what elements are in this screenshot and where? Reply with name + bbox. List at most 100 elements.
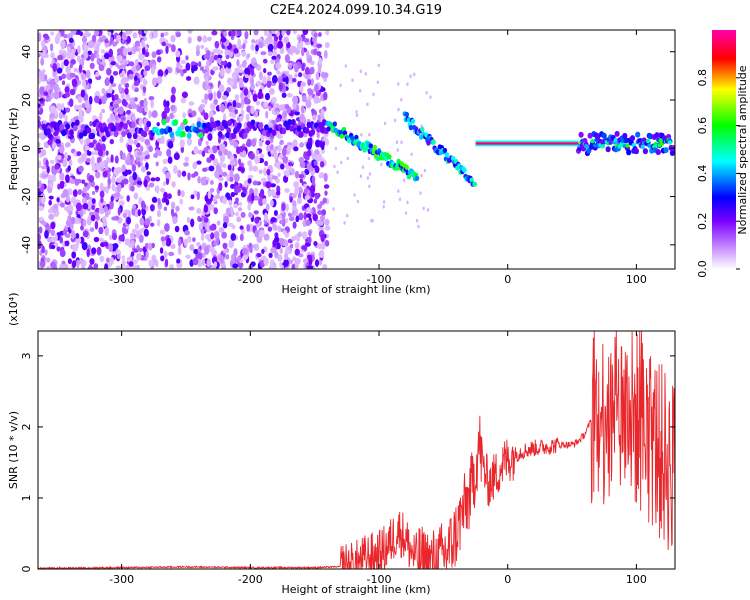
heatmap-cell	[410, 118, 416, 124]
heatmap-cell	[294, 170, 300, 179]
heatmap-cell	[105, 165, 109, 171]
heatmap-cell	[232, 263, 239, 269]
heatmap-cell	[263, 101, 269, 108]
heatmap-cell	[78, 64, 83, 74]
heatmap-cell	[72, 243, 78, 253]
heatmap-cell	[247, 160, 252, 167]
heatmap-cell	[355, 110, 358, 114]
heatmap-cell	[79, 59, 84, 64]
heatmap-cell	[157, 69, 164, 78]
heatmap-cell	[95, 53, 100, 59]
snr-xlabel: Height of straight line (km)	[281, 583, 430, 596]
spectrogram-heatmap	[38, 30, 675, 269]
heatmap-cell	[251, 192, 255, 202]
heatmap-cell	[215, 120, 221, 127]
heatmap-cell	[285, 169, 291, 178]
heatmap-cell	[141, 166, 147, 173]
heatmap-cell	[148, 145, 153, 153]
heatmap-cell	[368, 172, 372, 176]
heatmap-cell	[216, 57, 222, 64]
heatmap-cell	[70, 30, 77, 35]
heatmap-cell	[218, 84, 225, 93]
heatmap-cell	[404, 164, 409, 170]
heatmap-cell	[160, 255, 165, 262]
spectrogram-x-tick-label: -300	[109, 273, 134, 286]
heatmap-cell	[265, 110, 269, 119]
heatmap-cell	[113, 103, 120, 109]
heatmap-cell	[142, 130, 148, 138]
spectrogram-y-tick-label: -20	[20, 188, 33, 206]
heatmap-cell	[315, 71, 320, 81]
heatmap-cell	[450, 155, 456, 162]
heatmap-cell	[642, 148, 649, 155]
heatmap-cell	[74, 119, 80, 126]
heatmap-cell	[258, 41, 264, 49]
heatmap-cell	[268, 87, 275, 95]
heatmap-cell	[41, 195, 45, 205]
heatmap-cell	[171, 181, 176, 188]
heatmap-cell	[264, 92, 271, 101]
heatmap-cell	[262, 198, 267, 205]
heatmap-cell	[298, 156, 305, 164]
heatmap-cell	[220, 61, 227, 66]
heatmap-cell	[155, 177, 161, 182]
heatmap-cell	[308, 230, 312, 237]
colorbar-ticks: 0.0 0.2 0.4 0.6 0.8	[696, 69, 740, 278]
heatmap-cell	[82, 186, 88, 194]
heatmap-cell	[46, 96, 52, 102]
heatmap-cell	[156, 122, 160, 127]
heatmap-cell	[285, 76, 289, 85]
heatmap-cell	[157, 197, 161, 206]
heatmap-cell	[110, 195, 114, 202]
heatmap-cell	[70, 48, 75, 55]
heatmap-cell	[91, 247, 97, 255]
heatmap-cell	[303, 38, 310, 43]
heatmap-cell	[368, 143, 373, 149]
heatmap-cell	[111, 175, 116, 183]
heatmap-cell	[316, 98, 322, 103]
heatmap-cell	[291, 263, 296, 269]
heatmap-cell	[202, 167, 208, 172]
heatmap-cell	[116, 167, 123, 174]
heatmap-cell	[230, 154, 235, 162]
heatmap-cell	[366, 176, 370, 180]
heatmap-cell	[140, 145, 144, 152]
heatmap-cell	[52, 208, 57, 214]
heatmap-cell	[269, 183, 277, 188]
heatmap-cell	[266, 75, 272, 82]
heatmap-cell	[318, 57, 323, 66]
heatmap-cell	[56, 197, 60, 203]
heatmap-cell	[111, 233, 118, 241]
heatmap-cell	[314, 193, 320, 200]
heatmap-cell	[95, 71, 100, 78]
heatmap-cell	[287, 212, 292, 217]
heatmap-cell	[230, 183, 236, 189]
heatmap-cell	[292, 30, 298, 35]
heatmap-cell	[269, 199, 274, 207]
heatmap-cell	[169, 131, 175, 138]
heatmap-cell	[149, 204, 155, 212]
heatmap-cell	[166, 237, 172, 247]
heatmap-cell	[297, 36, 303, 42]
heatmap-cell	[138, 105, 143, 114]
heatmap-cell	[128, 61, 135, 67]
heatmap-cell	[221, 95, 228, 101]
heatmap-cell	[53, 75, 60, 84]
heatmap-cell	[144, 65, 151, 72]
heatmap-cell	[360, 133, 363, 137]
heatmap-cell	[383, 121, 387, 126]
heatmap-cell	[94, 171, 101, 179]
heatmap-cell	[105, 77, 110, 86]
heatmap-cell	[310, 129, 316, 136]
heatmap-cell	[62, 159, 68, 168]
heatmap-cell	[84, 100, 90, 109]
heatmap-cell	[89, 227, 95, 232]
heatmap-cell	[625, 143, 630, 148]
heatmap-cell	[81, 179, 86, 184]
heatmap-cell	[107, 31, 112, 37]
heatmap-cell	[223, 122, 229, 129]
heatmap-cell	[78, 132, 84, 139]
heatmap-cell	[258, 192, 264, 198]
heatmap-cell	[314, 165, 320, 174]
heatmap-cell	[99, 190, 105, 199]
